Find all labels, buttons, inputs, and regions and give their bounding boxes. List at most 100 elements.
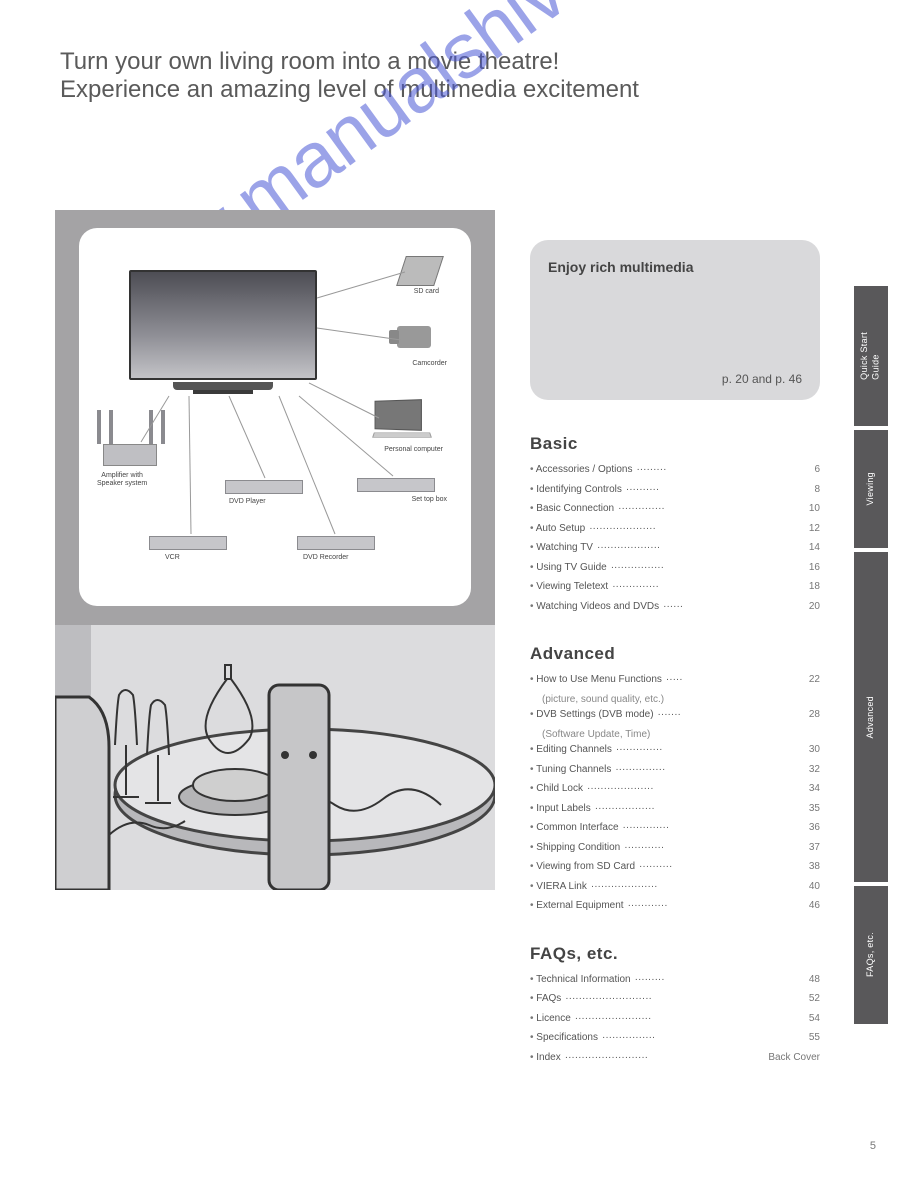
side-tab: Quick Start Guide xyxy=(854,286,888,426)
toc-section: Basic Accessories / Options·········6Iden… xyxy=(530,434,820,618)
toc-item: Using TV Guide················16 xyxy=(530,560,820,580)
promo-box: Enjoy rich multimedia p. 20 and p. 46 xyxy=(530,240,820,400)
toc-list: Technical Information·········48FAQs····… xyxy=(530,972,820,1070)
toc-item-label: Specifications xyxy=(530,1030,598,1050)
toc-item-label: Watching Videos and DVDs xyxy=(530,599,659,619)
toc-item-label: How to Use Menu Functions xyxy=(530,672,662,692)
living-room-illustration xyxy=(55,625,495,890)
promo-page-ref: p. 20 and p. 46 xyxy=(722,372,802,386)
toc-item-label: Technical Information xyxy=(530,972,631,992)
side-tab: Viewing xyxy=(854,430,888,548)
toc-heading: Basic xyxy=(530,434,820,454)
toc-item-label: Licence xyxy=(530,1011,571,1031)
label-camcorder: Camcorder xyxy=(412,360,447,368)
table-of-contents: Basic Accessories / Options·········6Iden… xyxy=(530,434,820,1069)
toc-item-page: 40 xyxy=(809,879,820,899)
toc-item-page: 28 xyxy=(809,707,820,727)
toc-heading: FAQs, etc. xyxy=(530,944,820,964)
toc-item-page: 34 xyxy=(809,781,820,801)
toc-item: Shipping Condition············37 xyxy=(530,840,820,860)
page-heading-block: Turn your own living room into a movie t… xyxy=(60,48,858,104)
toc-item: (Software Update, Time) xyxy=(530,727,820,743)
device-diagram-frame: SD card Camcorder Personal computer Set … xyxy=(79,228,471,606)
toc-item-page: 20 xyxy=(809,599,820,619)
toc-item-label: Identifying Controls xyxy=(530,482,622,502)
toc-list: Accessories / Options·········6Identifyi… xyxy=(530,462,820,618)
toc-item: How to Use Menu Functions·····22 xyxy=(530,672,820,692)
toc-item: Editing Channels··············30 xyxy=(530,742,820,762)
side-tab-label: Viewing xyxy=(865,472,877,505)
toc-item: Specifications················55 xyxy=(530,1030,820,1050)
toc-item-label: Accessories / Options xyxy=(530,462,632,482)
toc-item-page: 52 xyxy=(809,991,820,1011)
toc-item-label: Viewing Teletext xyxy=(530,579,608,599)
toc-item-page: 54 xyxy=(809,1011,820,1031)
toc-item-page: 37 xyxy=(809,840,820,860)
toc-item: Technical Information·········48 xyxy=(530,972,820,992)
toc-item-label: VIERA Link xyxy=(530,879,587,899)
toc-item: VIERA Link····················40 xyxy=(530,879,820,899)
camcorder-icon xyxy=(397,326,443,356)
toc-item: Child Lock····················34 xyxy=(530,781,820,801)
living-room-svg xyxy=(55,625,495,890)
toc-item-page: Back Cover xyxy=(768,1050,820,1070)
toc-item: (picture, sound quality, etc.) xyxy=(530,692,820,708)
toc-item-label: Auto Setup xyxy=(530,521,585,541)
toc-item-label: Viewing from SD Card xyxy=(530,859,635,879)
toc-item-label: Basic Connection xyxy=(530,501,614,521)
toc-item: Index·························Back Cover xyxy=(530,1050,820,1070)
toc-item: Input Labels··················35 xyxy=(530,801,820,821)
sd-card-icon xyxy=(396,256,444,286)
page-title: Turn your own living room into a movie t… xyxy=(60,48,858,104)
toc-item-page: 32 xyxy=(809,762,820,782)
toc-item: External Equipment············46 xyxy=(530,898,820,918)
side-tab-label: Quick Start Guide xyxy=(859,332,882,380)
toc-item-label: FAQs xyxy=(530,991,561,1011)
toc-item: Basic Connection··············10 xyxy=(530,501,820,521)
amplifier-icon xyxy=(103,444,157,466)
toc-item-page: 46 xyxy=(809,898,820,918)
toc-item-page: 12 xyxy=(809,521,820,541)
toc-item: Common Interface··············36 xyxy=(530,820,820,840)
toc-item: Watching TV···················14 xyxy=(530,540,820,560)
toc-item-page: 30 xyxy=(809,742,820,762)
label-dvd-rec: DVD Recorder xyxy=(303,554,349,562)
toc-item-label: Tuning Channels xyxy=(530,762,611,782)
vcr-icon xyxy=(149,536,227,550)
toc-item-label: DVB Settings (DVB mode) xyxy=(530,707,654,727)
right-column: Enjoy rich multimedia p. 20 and p. 46 Ba… xyxy=(530,240,820,1095)
illustration-column: SD card Camcorder Personal computer Set … xyxy=(55,210,495,890)
toc-item-label: External Equipment xyxy=(530,898,624,918)
toc-item-page: 35 xyxy=(809,801,820,821)
label-sd: SD card xyxy=(414,288,439,296)
toc-item: Identifying Controls··········8 xyxy=(530,482,820,502)
side-tab-label: FAQs, etc. xyxy=(865,932,877,977)
side-tab: FAQs, etc. xyxy=(854,886,888,1024)
toc-item-page: 10 xyxy=(809,501,820,521)
page-number: 5 xyxy=(870,1140,876,1152)
toc-item-page: 55 xyxy=(809,1030,820,1050)
toc-item-label: Common Interface xyxy=(530,820,619,840)
toc-item-page: 36 xyxy=(809,820,820,840)
side-tabs: Quick Start Guide Viewing Advanced FAQs, et… xyxy=(854,286,888,1028)
toc-item-page: 16 xyxy=(809,560,820,580)
manual-page: Turn your own living room into a movie t… xyxy=(0,0,918,1188)
toc-item-label: Index xyxy=(530,1050,561,1070)
toc-heading: Advanced xyxy=(530,644,820,664)
toc-item-label: Watching TV xyxy=(530,540,593,560)
toc-item-label: Editing Channels xyxy=(530,742,612,762)
side-tab: Advanced xyxy=(854,552,888,882)
dvd-recorder-icon xyxy=(297,536,375,550)
toc-item-page: 6 xyxy=(814,462,820,482)
toc-item: Viewing from SD Card··········38 xyxy=(530,859,820,879)
promo-title: Enjoy rich multimedia xyxy=(548,258,802,276)
toc-item: Viewing Teletext··············18 xyxy=(530,579,820,599)
toc-item-page: 22 xyxy=(809,672,820,692)
toc-item: Tuning Channels···············32 xyxy=(530,762,820,782)
toc-item: Accessories / Options·········6 xyxy=(530,462,820,482)
toc-item-page: 48 xyxy=(809,972,820,992)
label-stb: Set top box xyxy=(412,496,447,504)
label-dvd-player: DVD Player xyxy=(229,498,266,506)
label-vcr: VCR xyxy=(165,554,180,562)
label-pc: Personal computer xyxy=(384,446,443,454)
